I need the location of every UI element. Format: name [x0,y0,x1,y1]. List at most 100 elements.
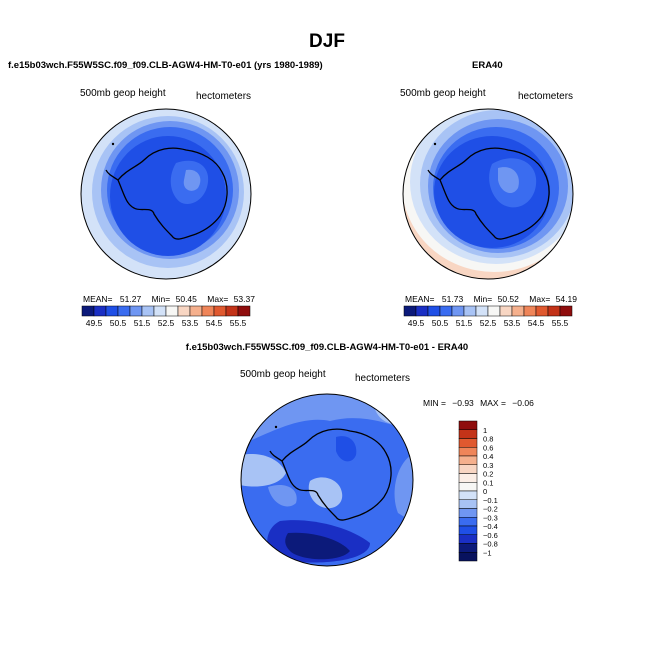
panel3-colorbar-swatch [458,429,478,439]
panel3-colorbar: 10.80.60.40.30.20.10−0.1−0.2−0.3−0.4−0.6… [458,420,498,562]
panel3-colorbar-tick-label: −0.3 [483,513,498,522]
panel3-colorbar-swatch [458,420,478,430]
panel3-colorbar-swatch [458,508,478,518]
panel1-colorbar-swatch [153,305,167,317]
panel2-colorbar-swatch [559,305,573,317]
panel2-colorbar-swatch [427,305,441,317]
panel1-colorbar-swatch [129,305,143,317]
panel3-colorbar-swatch [458,447,478,457]
panel1-colorbar-swatch [225,305,239,317]
panel3-colorbar-swatch [458,525,478,535]
panel2-island [433,142,437,146]
panel1-min: 50.45 [175,294,197,304]
panel3-colorbar-swatch [458,464,478,474]
panel3-island [274,425,278,429]
panel1-coastline [117,147,228,240]
panel2-colorbar-tick-label: 51.5 [456,318,473,328]
panel3-map [240,393,414,567]
panel3-colorbar-swatch [458,490,478,500]
panel3-colorbar-tick-label: −1 [483,548,492,557]
panel3-zone-south-core [285,532,350,560]
panel2-colorbar-tick-label: 52.5 [480,318,497,328]
panel1-plateau-high [183,169,201,191]
panel1-mean-label: MEAN= [83,294,113,304]
panel3-colorbar-tick-label: −0.4 [483,522,498,531]
panel1-colorbar-swatch [117,305,131,317]
panel2-colorbar-swatch [439,305,453,317]
panel2-colorbar-swatch [499,305,513,317]
panel3-peninsula [269,450,283,462]
panel3-zone-center [308,477,343,509]
panel3-colorbar-swatch [458,438,478,448]
panel2-max-label: Max= [529,294,551,304]
panel2-colorbar-tick-label: 55.5 [552,318,569,328]
panel2-variable-label: 500mb geop height [400,88,486,99]
panel3-colorbar-swatch [458,482,478,492]
panel2-mean-label: MEAN= [405,294,435,304]
panel3-coastline [281,428,392,521]
panel3-colorbar-tick-label: 0.1 [483,478,493,487]
panel1-variable-label: 500mb geop height [80,88,166,99]
panel3-zone-interior [336,436,357,462]
panel3-colorbar-swatch [458,499,478,509]
panel2-stats: MEAN= 51.73 Min= 50.52 Max= 54.19 [405,294,577,304]
panel1-colorbar-tick-label: 54.5 [206,318,223,328]
panel2-colorbar-swatch [547,305,561,317]
panel1-colorbar-swatch [177,305,191,317]
panel2-title: ERA40 [472,60,503,71]
panel1-colorbar-tick-label: 49.5 [86,318,103,328]
panel3-stats: MIN = −0.93 MAX = −0.06 [423,398,534,408]
panel2-colorbar-swatch [403,305,417,317]
panel2-map-border [402,108,574,280]
panel2-coastline [439,147,550,240]
panel3-colorbar-tick-label: 0.2 [483,470,493,479]
panel1-min-label: Min= [151,294,171,304]
panel1-colorbar: 49.550.551.552.553.554.555.556.5 [81,305,251,328]
panel1-island [111,142,115,146]
panel2-colorbar-tick-label: 50.5 [432,318,449,328]
panel3-variable-label: 500mb geop height [240,369,326,380]
panel3-colorbar-swatch [458,534,478,544]
panel1-map [80,108,252,280]
panel3-min-label: MIN = [423,398,446,408]
panel2-colorbar: 49.550.551.552.553.554.555.556.5 [403,305,573,328]
panel3-colorbar-tick-label: 0.6 [483,443,493,452]
panel2-colorbar-swatch [535,305,549,317]
panel3-max-label: MAX = [480,398,506,408]
panel2-peninsula [427,169,441,181]
panel1-map-border [80,108,252,280]
panel3-max: −0.06 [512,398,534,408]
panel3-colorbar-tick-label: −0.6 [483,531,498,540]
panel1-units-label: hectometers [196,91,252,102]
panel1-colorbar-tick-label: 55.5 [230,318,247,328]
panel2-mean: 51.73 [441,294,464,304]
panel1-colorbar-tick-label: 50.5 [110,318,127,328]
panel3-zone-west [241,454,286,487]
panel3-min: −0.93 [452,398,474,408]
panel2-colorbar-swatch [523,305,537,317]
panel2-max: 54.19 [555,294,577,304]
panel2-colorbar-tick-label: 54.5 [528,318,545,328]
panel1-colorbar-swatch [93,305,107,317]
panel2-units-label: hectometers [518,91,574,102]
panel3-colorbar-swatch [458,552,478,562]
panel1-colorbar-tick-label: 52.5 [158,318,175,328]
panel1-colorbar-tick-label: 53.5 [182,318,199,328]
panel3-colorbar-tick-label: 1 [483,426,487,435]
panel2-colorbar-swatch [475,305,489,317]
panel2-colorbar-tick-label: 53.5 [504,318,521,328]
panel2-colorbar-swatch [463,305,477,317]
panel3-colorbar-tick-label: 0.8 [483,435,493,444]
panel2-min: 50.52 [497,294,519,304]
panel3-colorbar-swatch [458,517,478,527]
panel2-plateau-high [498,167,519,194]
panel1-colorbar-swatch [105,305,119,317]
panel1-colorbar-swatch [81,305,95,317]
panel2-min-label: Min= [473,294,493,304]
panel2-colorbar-swatch [451,305,465,317]
panel1-colorbar-swatch [141,305,155,317]
panel3-colorbar-tick-label: −0.1 [483,496,498,505]
figure-title: DJF [309,31,345,52]
panel1-max-label: Max= [207,294,229,304]
panel3-colorbar-swatch [458,543,478,553]
